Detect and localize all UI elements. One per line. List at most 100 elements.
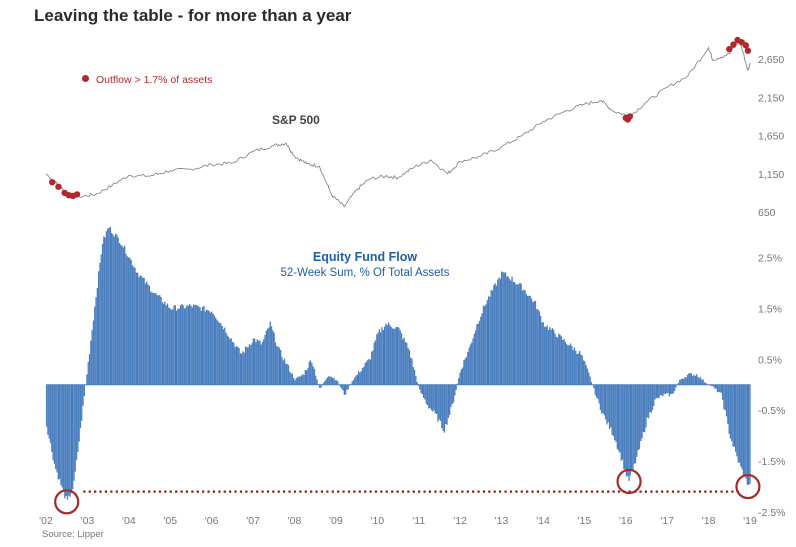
flow-bar xyxy=(398,327,400,385)
flow-bar xyxy=(632,384,634,470)
flow-bar xyxy=(728,384,730,434)
flow-bar xyxy=(176,310,178,385)
flow-bar xyxy=(729,384,732,439)
flow-bar xyxy=(61,384,63,488)
flow-bar xyxy=(621,384,624,460)
flow-bar xyxy=(477,323,479,385)
flow-bar xyxy=(438,384,440,420)
flow-bar xyxy=(469,344,472,385)
flow-bar xyxy=(530,298,533,385)
flow-bar xyxy=(558,333,560,385)
flow-bar xyxy=(524,290,526,385)
flow-bar xyxy=(51,384,53,453)
flow-bar xyxy=(192,304,195,385)
flow-bar xyxy=(295,378,297,385)
x-axis: '02 '03 '04 '05 '06 '07 '08 '09 '10 '11 '12 '13 '14 '… xyxy=(39,515,757,527)
flow-bar xyxy=(261,341,264,385)
flow-bar xyxy=(142,277,144,385)
flow-bar xyxy=(579,351,581,385)
flow-bar xyxy=(562,340,564,385)
flow-bar xyxy=(199,307,201,385)
flow-bar xyxy=(332,377,334,385)
x-tick-label: '09 xyxy=(329,515,343,527)
flow-bar xyxy=(346,384,348,390)
flow-bar xyxy=(577,353,579,385)
flow-y-axis: 2.5% 1.5% 0.5% -0.5% -1.5% -2.5% xyxy=(758,252,785,519)
flow-bar xyxy=(573,347,576,385)
flow-bar xyxy=(274,342,277,385)
flow-bar xyxy=(283,358,286,385)
flow-bar xyxy=(543,326,546,385)
x-tick-label: '16 xyxy=(619,515,633,527)
flow-bar xyxy=(694,375,696,385)
flow-bar xyxy=(497,279,499,385)
flow-bar xyxy=(654,384,656,400)
flow-bar xyxy=(586,368,589,385)
flow-bar xyxy=(355,375,357,385)
flow-bar xyxy=(686,374,689,385)
flow-bar xyxy=(563,338,565,385)
flow-bar xyxy=(65,384,67,496)
flow-bar xyxy=(501,271,503,385)
flow-bar xyxy=(637,384,639,451)
flow-bar xyxy=(153,293,156,385)
flow-bar xyxy=(394,328,396,385)
flow-bar xyxy=(659,384,661,396)
flow-bar xyxy=(109,226,111,385)
flow-bar xyxy=(625,384,628,477)
flow-bar xyxy=(303,375,305,385)
flow-bar xyxy=(174,305,176,385)
flow-bar xyxy=(555,336,557,385)
flow-bar xyxy=(99,262,101,385)
flow-bar xyxy=(503,272,505,385)
flow-bar xyxy=(320,384,322,388)
flow-bar xyxy=(651,384,654,411)
flow-bar xyxy=(165,305,167,385)
flow-bar xyxy=(667,384,669,394)
flow-bar xyxy=(663,384,665,394)
flow-bar xyxy=(519,283,521,385)
flow-bar xyxy=(549,327,551,385)
flow-bar xyxy=(155,292,157,385)
flow-bar xyxy=(612,384,615,437)
flow-bar xyxy=(451,384,453,405)
flow-bar xyxy=(521,290,524,385)
flow-bar xyxy=(746,384,748,485)
flow-bar xyxy=(215,317,217,385)
flow-bar xyxy=(655,384,657,399)
flow-bar xyxy=(190,305,192,385)
flow-bar xyxy=(614,384,616,441)
flow-bar xyxy=(424,384,426,400)
flow-title: Equity Fund Flow xyxy=(312,250,418,264)
flow-bar xyxy=(546,325,548,385)
outflow-marker xyxy=(744,47,752,54)
flow-bar xyxy=(104,237,106,385)
flow-bar xyxy=(226,335,228,385)
flow-bar xyxy=(439,384,442,421)
flow-bar xyxy=(209,312,212,385)
flow-bar xyxy=(66,384,69,500)
flow-bar xyxy=(116,234,118,385)
flow-bar xyxy=(313,368,316,385)
flow-bar xyxy=(556,337,559,385)
flow-bar xyxy=(584,361,586,385)
flow-bar xyxy=(300,375,303,385)
flow-bar xyxy=(472,338,474,385)
flow-bar xyxy=(127,257,130,385)
flow-bar xyxy=(554,333,556,385)
flow-bar xyxy=(437,384,439,422)
flow-bar xyxy=(170,309,173,385)
flow-bar xyxy=(407,347,409,385)
flow-bar xyxy=(590,381,592,385)
flow-bar xyxy=(151,292,153,385)
flow-bar xyxy=(69,384,71,497)
flow-bar xyxy=(611,384,613,435)
flow-bar xyxy=(421,384,423,395)
x-tick-label: '11 xyxy=(412,515,425,527)
flow-bar xyxy=(737,384,739,463)
flow-bar xyxy=(664,384,667,394)
flow-bar xyxy=(628,384,630,481)
flow-bar xyxy=(234,347,236,385)
flow-bar xyxy=(720,384,722,393)
flow-bar xyxy=(736,384,738,457)
